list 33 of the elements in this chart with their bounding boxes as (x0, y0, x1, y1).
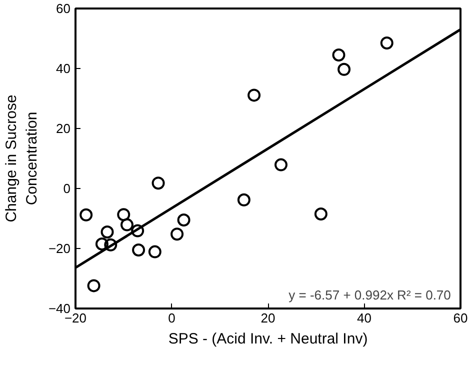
x-tick-label: 40 (357, 310, 372, 326)
annotation: y = -6.57 + 0.992x R² = 0.70 (288, 288, 451, 302)
point (314, 208, 328, 220)
y-tick-label: 40 (56, 61, 71, 76)
point (380, 36, 394, 50)
point (237, 193, 250, 206)
x-tick-label: 0 (168, 310, 176, 326)
point (87, 279, 100, 292)
y-tick-label: 0 (63, 181, 71, 196)
y-axis-title: Change in Sucrose Concentration (3, 94, 40, 222)
y-tick-label: −20 (48, 241, 71, 256)
point (148, 245, 162, 258)
x-tick-label: 60 (453, 310, 468, 326)
point (120, 218, 134, 232)
x-axis-title: SPS - (Acid Inv. + Neutral Inv) (168, 330, 368, 348)
y-tick-label: −40 (48, 301, 71, 316)
point (170, 228, 184, 241)
point (80, 208, 93, 222)
point (132, 244, 146, 256)
point (248, 88, 261, 102)
point (338, 62, 351, 76)
point (177, 214, 190, 226)
y-tick-label: 60 (56, 1, 71, 16)
point (100, 226, 114, 238)
point (95, 238, 108, 250)
point (274, 158, 288, 172)
point (131, 224, 144, 238)
point (332, 48, 346, 62)
point (104, 238, 118, 252)
point (152, 176, 165, 190)
x-tick-label: 20 (260, 310, 276, 326)
point (117, 208, 130, 222)
y-tick-label: 20 (56, 121, 71, 136)
